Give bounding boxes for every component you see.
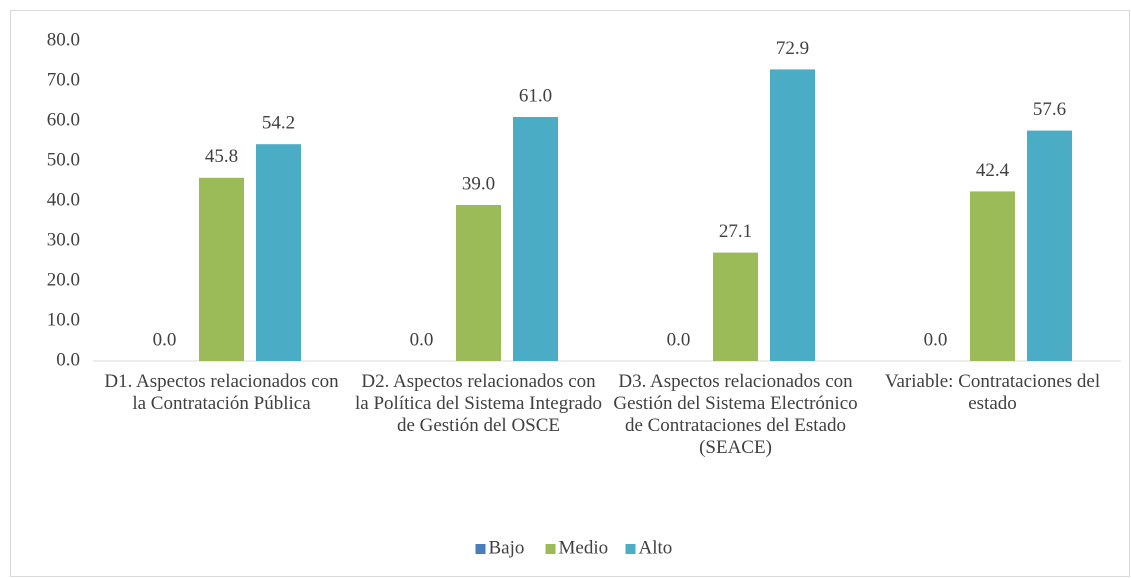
chart-border xyxy=(10,10,1130,577)
legend-swatch xyxy=(545,544,556,554)
x-tick-label-box: D3. Aspectos relacionados con Gestión de… xyxy=(613,371,858,458)
data-label: 0.0 xyxy=(153,329,177,350)
x-tick-label: D3. Aspectos relacionados con Gestión de… xyxy=(613,371,858,458)
data-label: 42.4 xyxy=(976,160,1010,181)
y-tick-label: 40.0 xyxy=(47,189,80,210)
data-label: 0.0 xyxy=(667,329,691,350)
y-tick-label: 0.0 xyxy=(56,349,80,370)
data-label: 54.2 xyxy=(262,113,295,134)
legend-label: Bajo xyxy=(489,537,525,558)
x-tick-label: D1. Aspectos relacionados con la Contrat… xyxy=(104,371,339,414)
bar xyxy=(970,191,1015,361)
x-tick-label: D2. Aspectos relacionados con la Polític… xyxy=(355,371,602,436)
bar xyxy=(1027,130,1072,361)
y-tick-label: 60.0 xyxy=(47,109,80,130)
data-label: 0.0 xyxy=(924,329,948,350)
bar xyxy=(770,69,815,362)
legend-swatch xyxy=(475,544,486,554)
data-label: 72.9 xyxy=(776,38,809,59)
x-tick-label: Variable: Contrataciones del estado xyxy=(884,371,1101,414)
y-tick-label: 20.0 xyxy=(47,269,80,290)
y-tick-label: 50.0 xyxy=(47,149,80,170)
bar xyxy=(456,205,501,361)
y-tick-label: 10.0 xyxy=(47,309,80,330)
y-tick-label: 80.0 xyxy=(47,29,80,50)
data-label: 27.1 xyxy=(719,221,752,242)
data-label: 61.0 xyxy=(519,85,552,106)
bar xyxy=(256,144,301,361)
bar xyxy=(513,117,558,361)
legend-label: Medio xyxy=(559,537,609,558)
data-label: 45.8 xyxy=(205,146,238,167)
bar xyxy=(713,252,758,361)
data-label: 57.6 xyxy=(1033,99,1066,120)
data-label: 39.0 xyxy=(462,173,495,194)
y-tick-label: 70.0 xyxy=(47,69,80,90)
bar xyxy=(199,177,244,361)
x-tick-label-box: D1. Aspectos relacionados con la Contrat… xyxy=(104,371,339,414)
x-tick-label-box: D2. Aspectos relacionados con la Polític… xyxy=(355,371,602,436)
x-tick-label-box: Variable: Contrataciones del estado xyxy=(884,371,1101,414)
data-label: 0.0 xyxy=(410,329,434,350)
y-tick-label: 30.0 xyxy=(47,229,80,250)
legend-swatch xyxy=(625,544,636,554)
legend-label: Alto xyxy=(639,537,673,558)
